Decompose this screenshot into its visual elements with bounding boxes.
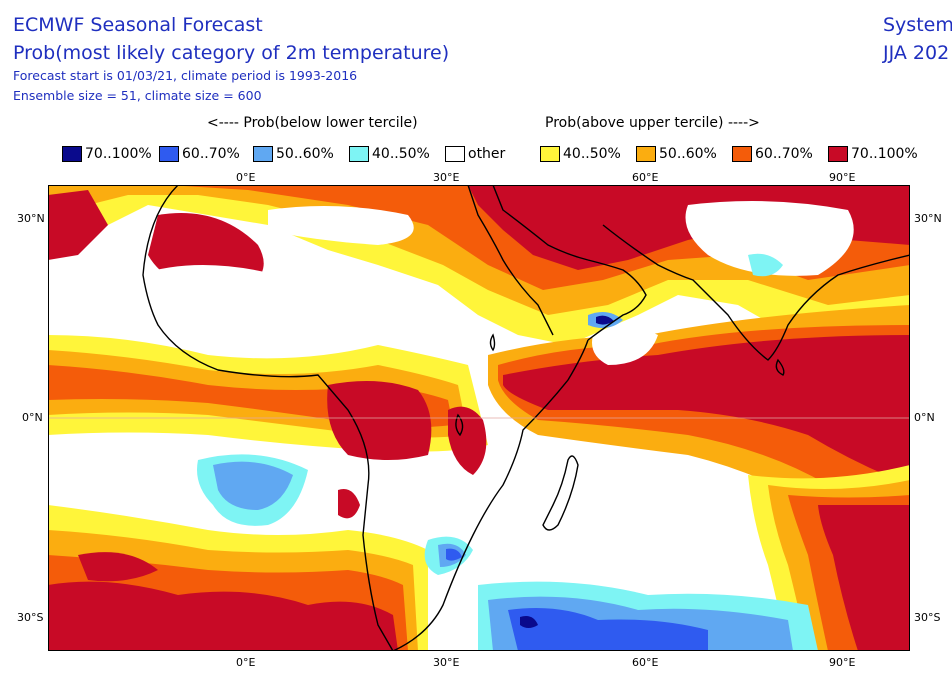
x-tick-bottom: 60°E bbox=[632, 656, 659, 669]
season-label: JJA 202 bbox=[883, 42, 950, 64]
legend-item: 60..70% bbox=[159, 145, 240, 163]
legend-swatch bbox=[445, 146, 465, 162]
legend-item: other bbox=[445, 145, 505, 163]
cool-region bbox=[596, 315, 614, 325]
warm-region bbox=[78, 552, 158, 582]
title-line-1: ECMWF Seasonal Forecast bbox=[13, 14, 263, 36]
legend-header-below: <---- Prob(below lower tercile) bbox=[207, 115, 418, 131]
map-frame bbox=[48, 185, 910, 651]
legend-label: 70..100% bbox=[851, 146, 918, 162]
warm-region bbox=[48, 581, 398, 651]
legend-item: 60..70% bbox=[732, 145, 813, 163]
y-tick-left: 30°N bbox=[17, 212, 45, 225]
legend-label: 40..50% bbox=[563, 146, 621, 162]
x-tick-bottom: 30°E bbox=[433, 656, 460, 669]
legend-item: 50..60% bbox=[636, 145, 717, 163]
y-tick-right: 30°N bbox=[914, 212, 942, 225]
cool-region bbox=[748, 253, 783, 277]
warm-region bbox=[818, 505, 910, 651]
warm-region bbox=[48, 190, 108, 260]
legend-item: 70..100% bbox=[62, 145, 152, 163]
warm-region bbox=[338, 489, 360, 519]
y-tick-left: 0°N bbox=[22, 411, 43, 424]
neutral-region bbox=[138, 265, 434, 362]
legend-item: 50..60% bbox=[253, 145, 334, 163]
legend-swatch bbox=[62, 146, 82, 162]
warm-region bbox=[503, 335, 910, 485]
legend-label: 60..70% bbox=[182, 146, 240, 162]
x-tick-bottom: 90°E bbox=[829, 656, 856, 669]
cool-region bbox=[520, 616, 538, 628]
cool-region bbox=[446, 548, 462, 561]
legend-label: 40..50% bbox=[372, 146, 430, 162]
x-tick-top: 30°E bbox=[433, 171, 460, 184]
warm-region bbox=[448, 406, 487, 475]
legend-swatch bbox=[253, 146, 273, 162]
neutral-region bbox=[592, 327, 658, 365]
neutral-region bbox=[685, 201, 854, 276]
legend-item: 40..50% bbox=[540, 145, 621, 163]
legend-label: 50..60% bbox=[659, 146, 717, 162]
legend-label: 70..100% bbox=[85, 146, 152, 162]
legend-swatch bbox=[349, 146, 369, 162]
coastline bbox=[142, 185, 910, 651]
legend-header-above: Prob(above upper tercile) ----> bbox=[545, 115, 760, 131]
x-tick-top: 90°E bbox=[829, 171, 856, 184]
legend-label: 50..60% bbox=[276, 146, 334, 162]
legend-item: 70..100% bbox=[828, 145, 918, 163]
system-label: System bbox=[883, 14, 952, 36]
legend-item: 40..50% bbox=[349, 145, 430, 163]
y-tick-right: 0°N bbox=[914, 411, 935, 424]
x-tick-top: 0°E bbox=[236, 171, 256, 184]
neutral-region bbox=[268, 206, 414, 245]
y-tick-right: 30°S bbox=[914, 611, 941, 624]
warm-region bbox=[327, 381, 432, 460]
title-line-2: Prob(most likely category of 2m temperat… bbox=[13, 42, 450, 64]
legend-swatch bbox=[732, 146, 752, 162]
legend-label: other bbox=[468, 146, 506, 162]
x-tick-bottom: 0°E bbox=[236, 656, 256, 669]
probability-map bbox=[48, 185, 910, 651]
legend-swatch bbox=[636, 146, 656, 162]
forecast-info: Forecast start is 01/03/21, climate peri… bbox=[13, 68, 358, 83]
legend-swatch bbox=[159, 146, 179, 162]
cool-region bbox=[213, 461, 293, 510]
cool-region bbox=[508, 607, 708, 651]
legend-label: 60..70% bbox=[755, 146, 813, 162]
y-tick-left: 30°S bbox=[17, 611, 44, 624]
ensemble-info: Ensemble size = 51, climate size = 600 bbox=[13, 88, 262, 103]
x-tick-top: 60°E bbox=[632, 171, 659, 184]
legend-swatch bbox=[540, 146, 560, 162]
legend-swatch bbox=[828, 146, 848, 162]
